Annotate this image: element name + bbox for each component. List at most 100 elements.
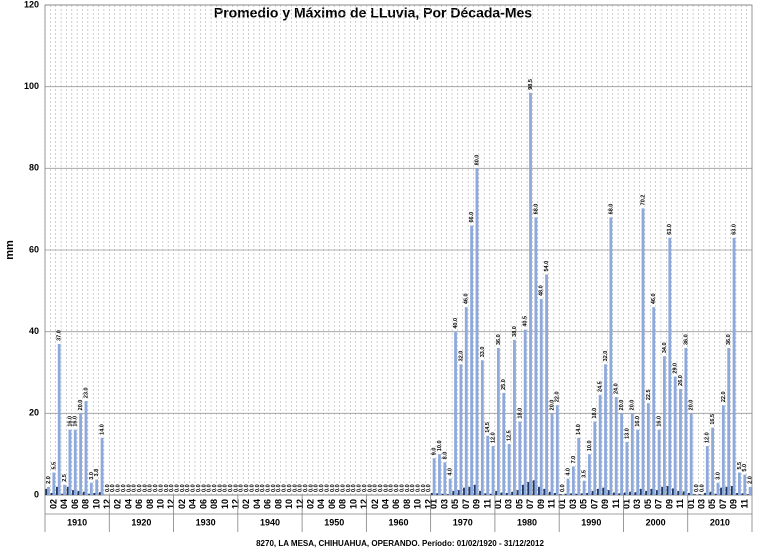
value-label: 10.0 <box>587 440 593 451</box>
bar <box>661 486 664 495</box>
x-tick-label: 05 <box>514 499 524 509</box>
x-tick-label: 05 <box>579 499 589 509</box>
value-label: 3.0 <box>89 472 95 480</box>
x-tick-label: 04 <box>316 499 326 509</box>
value-label: 0.0 <box>260 484 266 492</box>
bar <box>630 413 634 495</box>
value-label: 36.0 <box>683 334 689 345</box>
x-group-label: 1940 <box>260 517 280 527</box>
bar <box>629 491 632 495</box>
value-label: 0.0 <box>201 484 207 492</box>
value-label: 7.0 <box>571 456 577 464</box>
bar <box>66 486 70 495</box>
value-label: 0.0 <box>164 484 170 492</box>
value-label: 0.0 <box>148 484 154 492</box>
bar <box>93 492 96 495</box>
value-label: 0.0 <box>383 484 389 492</box>
bar <box>580 493 584 495</box>
chart-title: Promedio y Máximo de LLuvia, Por Década-… <box>214 5 532 21</box>
y-axis-label: mm <box>4 240 16 260</box>
bar <box>496 348 500 495</box>
bar <box>68 429 72 495</box>
value-label: 26.0 <box>678 375 684 386</box>
y-tick-label: 0 <box>34 489 39 499</box>
value-label: 24.5 <box>598 381 604 392</box>
x-tick-label: 05 <box>450 499 460 509</box>
bar <box>564 493 568 495</box>
value-label: 23.0 <box>83 387 89 398</box>
bar <box>620 413 623 495</box>
value-label: 16.0 <box>657 416 663 427</box>
value-label: 0.0 <box>228 484 234 492</box>
bar <box>746 494 750 495</box>
value-label: 46.0 <box>464 293 470 304</box>
value-label: 0.0 <box>282 484 288 492</box>
x-tick-label: 10 <box>348 499 358 509</box>
bar <box>480 360 484 495</box>
bar <box>570 493 573 495</box>
bar <box>52 472 56 495</box>
value-label: 2.0 <box>748 476 754 484</box>
value-label: 25.0 <box>501 379 507 390</box>
bar <box>475 168 479 496</box>
bar <box>443 462 447 495</box>
value-label: 0.0 <box>367 484 373 492</box>
bar <box>88 493 91 495</box>
bar <box>500 492 503 495</box>
value-label: 29.0 <box>673 363 679 374</box>
value-label: 66.0 <box>469 212 475 223</box>
x-tick-label: 03 <box>439 499 449 509</box>
bar <box>55 486 59 495</box>
value-label: 0.0 <box>255 484 261 492</box>
x-tick-label: 06 <box>134 499 144 509</box>
value-label: 70.2 <box>640 195 646 206</box>
bar <box>534 217 538 496</box>
x-tick-label: 12 <box>423 499 433 509</box>
bar <box>446 494 450 495</box>
bar <box>545 274 548 495</box>
x-tick-label: 02 <box>370 499 380 509</box>
bar <box>543 488 546 495</box>
x-tick-label: 12 <box>359 499 369 509</box>
value-label: 0.0 <box>132 484 138 492</box>
value-label: 0.0 <box>233 484 239 492</box>
bar <box>554 492 557 495</box>
value-label: 0.0 <box>330 484 336 492</box>
value-label: 0.0 <box>137 484 143 492</box>
x-tick-label: 11 <box>611 499 621 509</box>
value-label: 0.0 <box>116 484 122 492</box>
bar <box>588 454 591 495</box>
value-label: 14.0 <box>99 424 105 435</box>
bar <box>89 482 93 495</box>
bar <box>668 237 672 495</box>
value-label: 5.0 <box>742 464 748 472</box>
value-label: 0.0 <box>560 484 566 492</box>
x-tick-label: 02 <box>113 499 123 509</box>
value-label: 0.0 <box>426 484 432 492</box>
value-label: 0.0 <box>421 484 427 492</box>
x-tick-label: 09 <box>729 499 739 509</box>
bar <box>479 490 482 495</box>
value-label: 0.0 <box>410 484 416 492</box>
x-tick-label: 07 <box>461 499 471 509</box>
bar <box>84 401 88 495</box>
value-label: 14.5 <box>485 422 491 433</box>
x-tick-label: 11 <box>547 499 557 509</box>
value-label: 0.0 <box>121 484 127 492</box>
bar <box>82 491 86 495</box>
value-label: 9.0 <box>432 448 438 456</box>
value-label: 63.0 <box>667 224 673 235</box>
value-label: 0.0 <box>362 484 368 492</box>
bar <box>489 493 493 495</box>
bar <box>521 484 525 495</box>
value-label: 12.5 <box>507 430 513 441</box>
value-label: 16.0 <box>67 416 73 427</box>
plot-border <box>44 4 753 496</box>
value-label: 32.0 <box>603 351 609 362</box>
bar <box>459 364 463 495</box>
bar <box>609 217 613 496</box>
x-tick-label: 03 <box>696 499 706 509</box>
x-tick-label: 03 <box>632 499 642 509</box>
value-label: 22.0 <box>555 391 561 402</box>
